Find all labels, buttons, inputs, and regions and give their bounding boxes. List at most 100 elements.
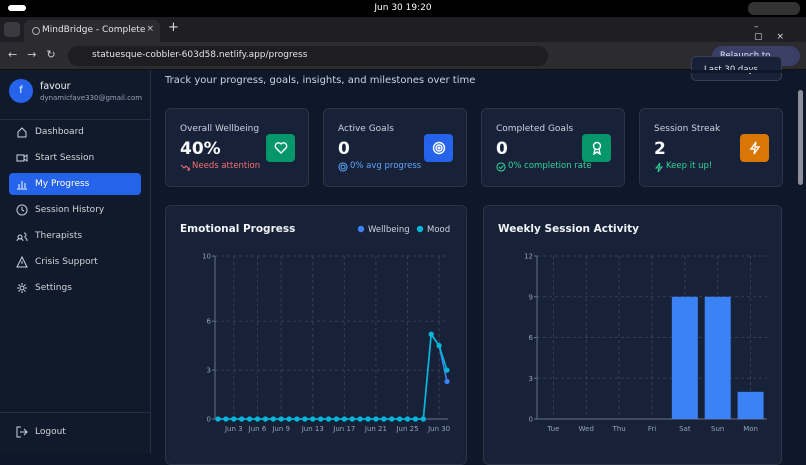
icon (432, 141, 445, 155)
bar (737, 391, 764, 419)
nav-icon (17, 181, 27, 190)
stat-value: 40% (180, 139, 221, 159)
tab[interactable]: MindBridge - Complete × (24, 20, 160, 42)
url: statuesque-cobbler-603d58.netlify.app/pr… (92, 50, 308, 60)
stat-value: 0 (338, 139, 350, 159)
point (254, 416, 261, 422)
nav-icon (16, 232, 28, 242)
stat-card: Completed Goals 0 0% completion rate (481, 108, 625, 187)
nav-item[interactable]: Crisis Support (9, 251, 141, 273)
divider (0, 412, 150, 413)
stat-icon (266, 134, 295, 162)
point (278, 416, 284, 422)
nav-buttons[interactable]: ←→↻ (8, 48, 66, 61)
nav-icon (17, 127, 27, 138)
nav-item[interactable]: Start Session (9, 147, 141, 169)
tab-bar: MindBridge - Complete × + –▢× (0, 17, 806, 42)
divider (0, 119, 150, 120)
bar (671, 296, 698, 419)
avatar: f (9, 79, 33, 103)
y-tick-label: 6 (529, 334, 534, 342)
tab-title: MindBridge - Complete (42, 25, 146, 35)
point (381, 416, 387, 422)
x-tick-label: Jun 17 (332, 425, 355, 433)
nav-icon (16, 204, 28, 216)
system-tray[interactable] (748, 2, 800, 15)
nav-icon (16, 256, 28, 268)
point (349, 416, 355, 422)
tab-close[interactable]: × (146, 24, 154, 34)
x-tick-label: Tue (546, 425, 559, 433)
stat-note: Keep it up! (654, 161, 712, 172)
x-tick-label: Jun 9 (271, 425, 290, 433)
x-tick-label: Jun 6 (248, 425, 267, 433)
point (412, 416, 419, 422)
stat-icon (740, 134, 769, 162)
note-icon (654, 162, 664, 172)
point (444, 378, 450, 385)
point (389, 416, 395, 422)
y-tick-label: 3 (529, 375, 533, 383)
stat-note: Needs attention (180, 161, 260, 171)
stat-card: Session Streak 2 Keep it up! (639, 108, 783, 187)
point (310, 416, 316, 422)
chart-title: Emotional Progress (180, 223, 295, 235)
subtitle: Track your progress, goals, insights, an… (165, 75, 476, 86)
nav-item[interactable]: Dashboard (9, 121, 141, 143)
scrollbar[interactable] (798, 90, 803, 185)
favicon (32, 27, 40, 35)
nav-label: Therapists (35, 231, 83, 241)
window-controls[interactable]: –▢× (754, 22, 799, 42)
logout[interactable]: Logout (9, 421, 141, 443)
point (341, 416, 347, 422)
range-select[interactable]: Last 30 days (691, 56, 782, 81)
point (262, 416, 268, 422)
y-tick-label: 6 (207, 318, 212, 326)
nav-item[interactable]: Settings (9, 277, 141, 299)
logout-label: Logout (35, 427, 66, 437)
legend-swatch (416, 225, 424, 233)
point (404, 416, 411, 422)
icon (274, 142, 287, 154)
new-tab[interactable]: + (168, 20, 179, 35)
line-chart: Emotional Progress 0 3 6 10 Jun 3 Jun 6 Jun 9 Ju… (180, 223, 450, 433)
nav-item[interactable]: Session History (9, 199, 141, 221)
point (333, 416, 340, 422)
stat-card: Overall Wellbeing 40% Needs attention (165, 108, 309, 187)
x-tick-label: Sat (679, 425, 691, 433)
point (231, 416, 237, 422)
series-line (218, 331, 448, 420)
tab-search[interactable] (4, 22, 20, 37)
point (286, 416, 292, 422)
y-tick-label: 3 (207, 367, 211, 375)
legend-label: Mood (427, 225, 450, 235)
nav-item[interactable]: Therapists (9, 225, 141, 247)
chart-title: Weekly Session Activity (498, 223, 639, 235)
stat-note: 0% avg progress (338, 161, 421, 172)
stat-label: Overall Wellbeing (180, 124, 260, 134)
y-tick-label: 0 (207, 416, 211, 424)
point (420, 416, 426, 422)
y-tick-label: 10 (202, 253, 211, 261)
series-line (218, 331, 448, 420)
point (428, 331, 434, 337)
scroll-edge (151, 70, 806, 73)
sidebar: f favour dynamicfave330@gmail.com Dashbo… (0, 70, 151, 453)
x-tick-label: Jun 21 (364, 425, 387, 433)
point (215, 416, 221, 422)
chart-card: Weekly Session Activity 0 3 6 9 12 Tue Wed Thu Fr… (483, 205, 782, 465)
point (294, 416, 300, 422)
point (444, 367, 450, 373)
nav-item[interactable]: My Progress (9, 173, 141, 195)
omnibox[interactable]: statuesque-cobbler-603d58.netlify.app/pr… (68, 46, 548, 66)
x-tick-label: Jun 25 (395, 425, 418, 433)
note-icon (338, 162, 348, 172)
stat-note: 0% completion rate (496, 161, 592, 172)
note-icon (180, 164, 190, 171)
bar (704, 296, 731, 419)
icon (749, 141, 760, 155)
os-bar: Jun 30 19:20 (0, 0, 806, 17)
clock: Jun 30 19:20 (374, 3, 432, 13)
activities[interactable] (8, 5, 26, 11)
